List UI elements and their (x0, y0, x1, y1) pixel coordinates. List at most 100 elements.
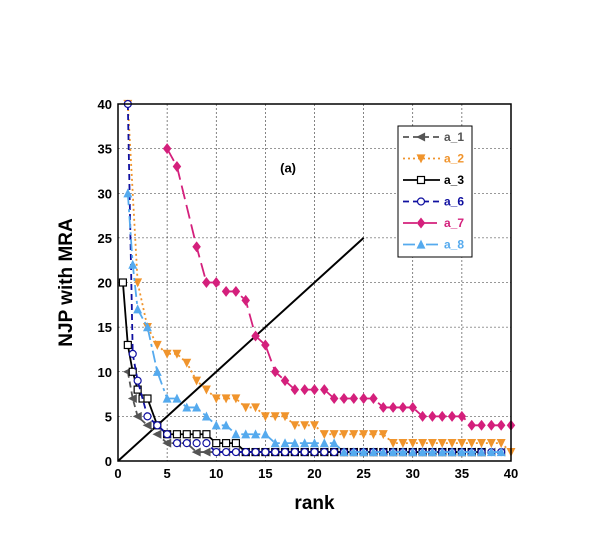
data-point (349, 393, 359, 405)
data-point (261, 447, 270, 457)
data-point (133, 376, 142, 385)
data-point (477, 419, 486, 431)
data-point (143, 394, 152, 403)
data-point (231, 285, 241, 297)
data-point (467, 419, 476, 431)
legend-marker (416, 217, 426, 229)
data-point (379, 401, 388, 413)
x-tick-label: 0 (114, 466, 121, 481)
data-point (182, 430, 191, 439)
data-point (487, 419, 496, 431)
data-point (467, 447, 477, 457)
data-point (290, 384, 300, 396)
data-point (339, 393, 349, 405)
data-point (211, 420, 221, 430)
x-tick-label: 15 (258, 466, 272, 481)
data-point (221, 285, 231, 297)
data-point (447, 410, 457, 422)
data-point (408, 439, 418, 448)
x-tick-label: 30 (406, 466, 420, 481)
data-point (163, 430, 172, 439)
data-point (290, 421, 300, 431)
data-point (172, 349, 182, 359)
data-point (128, 259, 138, 269)
data-point (201, 411, 211, 421)
data-point (182, 358, 192, 368)
data-point (251, 429, 261, 439)
data-point (457, 410, 467, 422)
series-line-a_3 (122, 282, 482, 453)
data-point (123, 340, 132, 350)
x-tick-labels: 0 5 10 15 20 25 30 35 40 (114, 466, 518, 481)
data-point (467, 439, 477, 448)
data-point (211, 277, 221, 288)
data-point (486, 439, 496, 448)
data-point (152, 429, 162, 439)
data-point (251, 447, 260, 457)
data-point (221, 447, 231, 457)
data-point (260, 429, 270, 439)
data-point (152, 340, 162, 350)
data-point (369, 393, 378, 405)
data-point (133, 385, 142, 394)
data-point (162, 438, 172, 448)
legend-marker (416, 132, 426, 142)
data-point (211, 394, 221, 404)
data-point (128, 367, 137, 376)
series-line-a_8 (126, 193, 502, 453)
legend-label: a_6 (444, 195, 464, 209)
legend-item-a_3: a_3 (403, 173, 464, 187)
data-point (378, 447, 388, 457)
data-point (447, 447, 457, 457)
data-point (388, 447, 398, 457)
data-point (231, 439, 240, 448)
y-tick-label: 20 (98, 276, 112, 291)
data-point (368, 430, 378, 440)
data-point (202, 430, 211, 439)
data-point (132, 411, 142, 421)
x-tick-label: 5 (164, 466, 171, 481)
panel-label: (a) (280, 161, 296, 176)
data-point (300, 438, 310, 448)
legend-marker (416, 175, 426, 185)
legend-marker (416, 197, 426, 206)
data-point (418, 410, 427, 422)
series-line-a_6 (126, 103, 502, 453)
data-point (212, 447, 221, 457)
data-point (192, 376, 202, 386)
data-point (172, 393, 182, 403)
legend-marker (416, 154, 426, 164)
legend-label: a_3 (444, 173, 464, 187)
data-point (142, 420, 152, 430)
x-tick-label: 10 (209, 466, 223, 481)
legend-marker (416, 239, 426, 249)
data-point (118, 278, 128, 287)
data-point (398, 447, 408, 457)
data-point (270, 366, 280, 378)
x-axis-title: rank (294, 493, 335, 514)
legend-item-a_1: a_1 (403, 130, 464, 144)
data-point (329, 430, 339, 440)
data-point (349, 447, 359, 457)
data-point (182, 402, 192, 412)
data-point (388, 401, 398, 413)
data-point (153, 421, 162, 430)
data-point (300, 384, 309, 396)
data-point (310, 384, 319, 396)
data-point (192, 402, 202, 412)
data-point (241, 403, 251, 413)
data-point (270, 438, 280, 448)
data-point (477, 447, 486, 457)
data-point (388, 439, 398, 448)
data-point (300, 421, 310, 431)
data-point (152, 366, 162, 376)
y-tick-label: 30 (98, 186, 112, 201)
data-point (172, 160, 182, 172)
data-point (290, 438, 300, 448)
data-point (437, 439, 447, 448)
data-point (251, 403, 261, 413)
data-point (310, 447, 319, 457)
data-point (310, 438, 319, 448)
data-point (221, 394, 231, 404)
